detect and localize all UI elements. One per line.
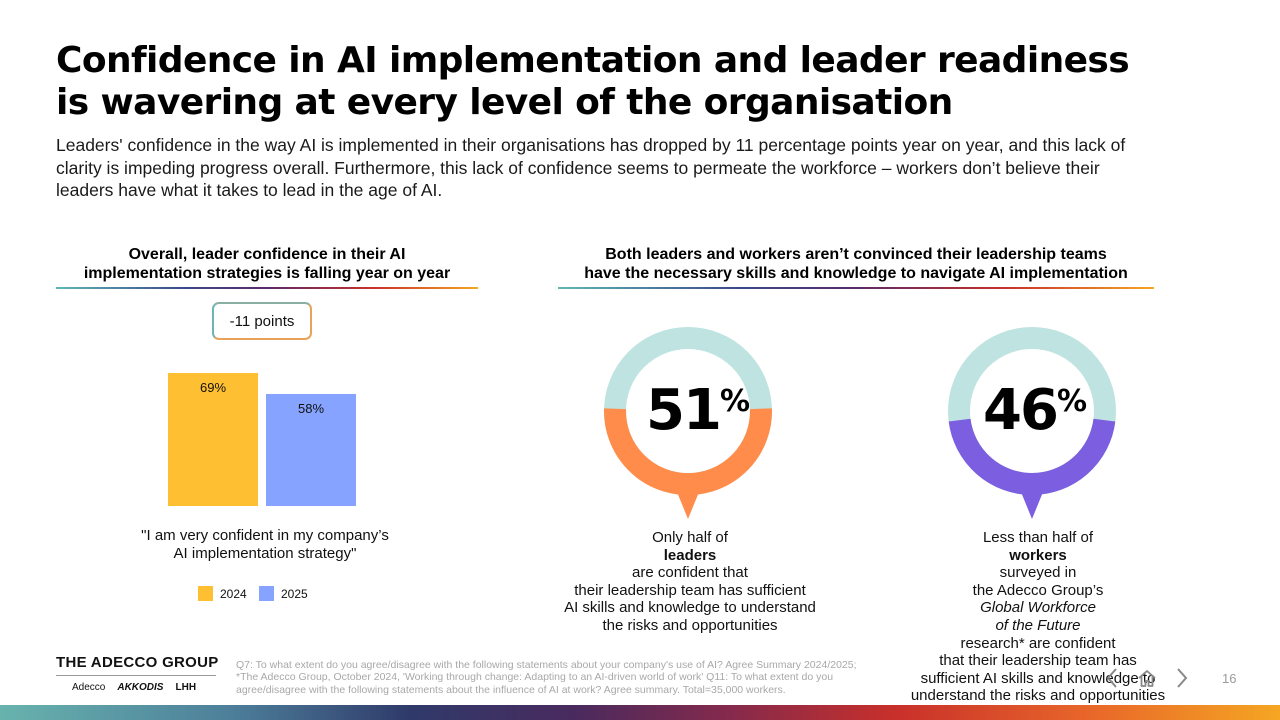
footnote-line-2: *The Adecco Group, October 2024, 'Workin… — [236, 671, 834, 684]
legend-item-2024: 2024 — [198, 586, 247, 601]
leaders-caption-line-3: AI skills and knowledge to understand — [564, 599, 816, 617]
bar-label-2025: 58% — [297, 401, 325, 417]
change-pill: -11 points — [212, 302, 312, 340]
sub-brand-adecco: Adecco — [72, 682, 106, 693]
footnote-line-3: agree/disagree with the following statem… — [236, 683, 786, 696]
leaders-caption-pre: Only half of — [652, 529, 728, 546]
workers-caption-line-5: sufficient AI skills and knowledge to — [920, 669, 1156, 687]
workers-caption-bold: workers — [1009, 546, 1067, 564]
page-title: Confidence in AI implementation and lead… — [56, 40, 1176, 124]
next-slide-button[interactable] — [1170, 666, 1194, 690]
quote-line-2: AI implementation strategy" — [173, 545, 357, 562]
workers-caption-post: surveyed in — [999, 564, 1077, 582]
leaders-donut-pointer — [677, 492, 699, 519]
left-heading-line-2: implementation strategies is falling yea… — [83, 265, 451, 282]
brand-divider — [56, 675, 216, 676]
sub-brand-akkodis: AKKODIS — [117, 682, 164, 693]
workers-donut — [948, 327, 1116, 519]
left-heading-line-1: Overall, leader confidence in their AI — [128, 246, 406, 263]
sub-brand-lhh: LHH — [175, 682, 197, 693]
leaders-caption-line-2: their leadership team has sufficient — [574, 581, 806, 599]
workers-caption-line-3-post: research* are confident — [960, 634, 1116, 652]
workers-caption-line-2: the Adecco Group’s Global Workforce — [880, 582, 1196, 617]
right-heading-line-2: have the necessary skills and knowledge … — [584, 265, 1128, 282]
workers-percentage-number: 46 — [983, 378, 1059, 443]
adecco-group-logo: THE ADECCO GROUP Adecco AKKODIS LHH — [56, 654, 219, 693]
previous-slide-button[interactable] — [1100, 666, 1124, 690]
workers-caption-line-4: that their leadership team has — [939, 652, 1137, 670]
quote-line-1: "I am very confident in my company’s — [141, 527, 389, 544]
page-title-line-1: Confidence in AI implementation and lead… — [56, 40, 1130, 81]
workers-caption-line-1: Less than half of workers surveyed in — [880, 529, 1196, 582]
leaders-donut-fill — [604, 408, 772, 496]
legend-swatch-2025 — [259, 586, 274, 601]
brand-gradient-strip — [0, 705, 1280, 720]
leaders-donut — [604, 327, 772, 519]
home-icon — [1138, 670, 1156, 687]
legend-label-2024: 2024 — [220, 586, 247, 601]
right-heading-line-1: Both leaders and workers aren’t convince… — [605, 246, 1107, 263]
page-number: 16 — [1222, 671, 1237, 686]
leaders-caption: Only half of leaders are confident that … — [540, 529, 840, 635]
right-heading-divider — [558, 287, 1154, 289]
left-section-heading: Overall, leader confidence in their AI i… — [56, 245, 478, 283]
leaders-percentage: 51% — [646, 378, 750, 443]
intro-paragraph: Leaders' confidence in the way AI is imp… — [56, 135, 1126, 200]
workers-caption-line-3: of the Future research* are confident — [880, 617, 1196, 652]
chevron-left-icon — [1106, 668, 1117, 688]
leaders-caption-line-1: Only half of leaders are confident that — [540, 529, 840, 582]
footnote-line-1: Q7: To what extent do you agree/disagree… — [236, 659, 857, 671]
workers-caption-pre: Less than half of — [982, 529, 1094, 546]
workers-donut-pointer — [1021, 492, 1043, 519]
leaders-caption-post: are confident that — [632, 564, 748, 582]
leaders-percentage-number: 51 — [646, 378, 722, 443]
chevron-right-icon — [1177, 668, 1188, 688]
brand-name: THE ADECCO GROUP — [56, 654, 219, 671]
workers-caption-line-2-pre: the Adecco Group’s — [972, 581, 1104, 599]
leaders-caption-bold: leaders — [663, 546, 717, 564]
right-section-heading: Both leaders and workers aren’t convince… — [558, 245, 1154, 283]
home-button[interactable] — [1135, 666, 1159, 690]
left-heading-divider — [56, 287, 478, 289]
workers-donut-fill — [948, 418, 1116, 495]
legend-swatch-2024 — [198, 586, 213, 601]
legend-label-2025: 2025 — [281, 586, 308, 601]
legend-item-2025: 2025 — [259, 586, 308, 601]
workers-caption-line-2-italic: Global Workforce — [980, 599, 1096, 617]
workers-caption-line-6: understand the risks and opportunities — [910, 687, 1166, 705]
survey-quote: "I am very confident in my company’s AI … — [110, 527, 420, 563]
leaders-percentage-sign: % — [719, 384, 750, 419]
page-title-line-2: is wavering at every level of the organi… — [56, 82, 953, 123]
workers-caption-line-3-italic: of the Future — [995, 616, 1081, 634]
workers-caption: Less than half of workers surveyed in th… — [880, 529, 1196, 705]
workers-percentage-sign: % — [1056, 384, 1087, 419]
sub-brands: Adecco AKKODIS LHH — [56, 682, 219, 693]
workers-percentage: 46% — [983, 378, 1087, 443]
leaders-caption-line-4: the risks and opportunities — [602, 616, 778, 634]
bar-2025 — [266, 394, 356, 506]
bar-label-2024: 69% — [199, 380, 227, 395]
bar-2024 — [168, 373, 258, 506]
footnote: Q7: To what extent do you agree/disagree… — [236, 659, 956, 696]
